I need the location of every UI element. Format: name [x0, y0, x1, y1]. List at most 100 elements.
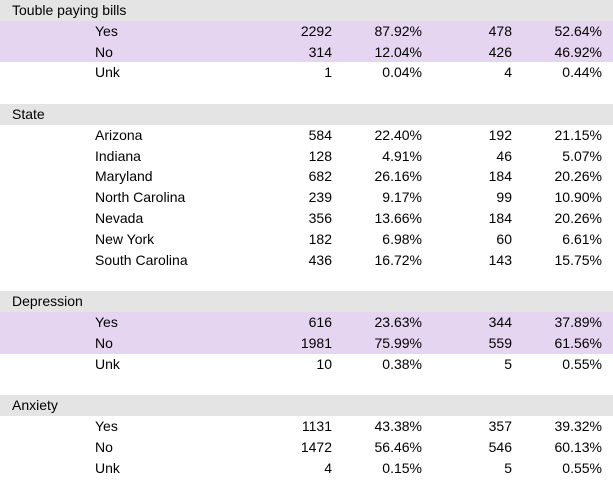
- percent-cell: 0.55%: [562, 355, 602, 372]
- percent-cell: 13.66%: [374, 209, 422, 226]
- count-cell: 192: [488, 126, 512, 143]
- row-label: New York: [95, 230, 155, 247]
- row-label: No: [95, 334, 113, 351]
- count-cell: 5: [504, 459, 512, 476]
- count-cell: 4: [324, 459, 332, 476]
- data-table: Touble paying bills Yes 2292 87.92% 478 52.64…: [0, 0, 613, 479]
- percent-cell: 20.26%: [554, 209, 602, 226]
- table-row: South Carolina 436 16.72% 143 15.75%: [0, 250, 613, 271]
- count-cell: 616: [308, 313, 332, 330]
- count-cell: 1131: [301, 417, 332, 434]
- row-label: Nevada: [95, 209, 144, 226]
- count-cell: 46: [496, 147, 512, 164]
- row-label: Yes: [95, 313, 118, 330]
- count-cell: 1981: [300, 334, 332, 351]
- table-row: Nevada 356 13.66% 184 20.26%: [0, 208, 613, 229]
- row-label: South Carolina: [95, 251, 188, 268]
- count-cell: 546: [488, 438, 512, 455]
- count-cell: 314: [308, 43, 332, 60]
- count-cell: 426: [488, 43, 512, 60]
- spacer-row: [0, 270, 613, 291]
- percent-cell: 61.56%: [554, 334, 602, 351]
- count-cell: 1: [324, 64, 332, 81]
- spacer-row: [0, 374, 613, 395]
- percent-cell: 39.32%: [554, 417, 602, 434]
- percent-cell: 26.16%: [374, 168, 422, 185]
- count-cell: 1472: [300, 438, 332, 455]
- table-row: Yes 616 23.63% 344 37.89%: [0, 311, 613, 333]
- percent-cell: 9.17%: [382, 189, 422, 206]
- count-cell: 478: [488, 22, 512, 39]
- row-label: No: [95, 43, 113, 60]
- percent-cell: 16.72%: [374, 251, 422, 268]
- count-cell: 184: [488, 168, 512, 185]
- row-label: Unk: [95, 459, 120, 476]
- table-row: North Carolina 239 9.17% 99 10.90%: [0, 187, 613, 208]
- section-header: State: [0, 103, 613, 125]
- count-cell: 60: [496, 230, 512, 247]
- count-cell: 239: [308, 189, 332, 206]
- percent-cell: 10.90%: [554, 189, 602, 206]
- row-label: Unk: [95, 64, 120, 81]
- row-label: North Carolina: [95, 189, 186, 206]
- percent-cell: 0.55%: [562, 459, 602, 476]
- section-title: Depression: [12, 293, 83, 310]
- count-cell: 143: [488, 251, 512, 268]
- section-title: Anxiety: [12, 397, 58, 414]
- percent-cell: 0.04%: [382, 64, 422, 81]
- section-header: Touble paying bills: [0, 0, 613, 21]
- row-label: Arizona: [95, 126, 143, 143]
- section-header: Anxiety: [0, 395, 613, 416]
- table-row: Unk 4 0.15% 5 0.55%: [0, 458, 613, 479]
- percent-cell: 15.75%: [554, 251, 602, 268]
- percent-cell: 4.91%: [382, 147, 422, 164]
- row-label: Yes: [95, 22, 118, 39]
- percent-cell: 22.40%: [374, 126, 422, 143]
- table-row: No 1981 75.99% 559 61.56%: [0, 332, 613, 354]
- percent-cell: 6.61%: [562, 230, 602, 247]
- percent-cell: 5.07%: [562, 147, 602, 164]
- table-row: Indiana 128 4.91% 46 5.07%: [0, 146, 613, 167]
- count-cell: 344: [488, 313, 512, 330]
- percent-cell: 0.15%: [382, 459, 422, 476]
- percent-cell: 60.13%: [554, 438, 602, 455]
- row-label: No: [95, 438, 113, 455]
- count-cell: 128: [308, 147, 332, 164]
- count-cell: 99: [496, 189, 512, 206]
- percent-cell: 21.15%: [554, 126, 602, 143]
- count-cell: 356: [308, 209, 332, 226]
- row-label: Yes: [95, 417, 118, 434]
- table-row: New York 182 6.98% 60 6.61%: [0, 229, 613, 250]
- percent-cell: 12.04%: [374, 43, 422, 60]
- count-cell: 184: [488, 209, 512, 226]
- table-row: Unk 10 0.38% 5 0.55%: [0, 354, 613, 375]
- count-cell: 436: [308, 251, 332, 268]
- count-cell: 182: [308, 230, 332, 247]
- count-cell: 2292: [300, 22, 332, 39]
- count-cell: 584: [308, 126, 332, 143]
- section-header: Depression: [0, 291, 613, 312]
- percent-cell: 6.98%: [382, 230, 422, 247]
- percent-cell: 37.89%: [554, 313, 602, 330]
- table-row: No 1472 56.46% 546 60.13%: [0, 437, 613, 458]
- percent-cell: 87.92%: [374, 22, 422, 39]
- table-row: Arizona 584 22.40% 192 21.15%: [0, 125, 613, 146]
- row-label: Unk: [95, 355, 120, 372]
- count-cell: 5: [504, 355, 512, 372]
- percent-cell: 52.64%: [554, 22, 602, 39]
- table-row: Unk 1 0.04% 4 0.44%: [0, 62, 613, 83]
- row-label: Indiana: [95, 147, 141, 164]
- table-row: No 314 12.04% 426 46.92%: [0, 41, 613, 63]
- section-title: Touble paying bills: [12, 2, 127, 18]
- count-cell: 357: [488, 417, 512, 434]
- percent-cell: 46.92%: [554, 43, 602, 60]
- row-label: Maryland: [95, 168, 153, 185]
- percent-cell: 75.99%: [374, 334, 422, 351]
- percent-cell: 23.63%: [374, 313, 422, 330]
- table-row: Yes 1131 43.38% 357 39.32%: [0, 416, 613, 437]
- table-row: Maryland 682 26.16% 184 20.26%: [0, 166, 613, 187]
- count-cell: 559: [488, 334, 512, 351]
- percent-cell: 0.44%: [562, 64, 602, 81]
- spacer-row: [0, 83, 613, 104]
- percent-cell: 56.46%: [374, 438, 422, 455]
